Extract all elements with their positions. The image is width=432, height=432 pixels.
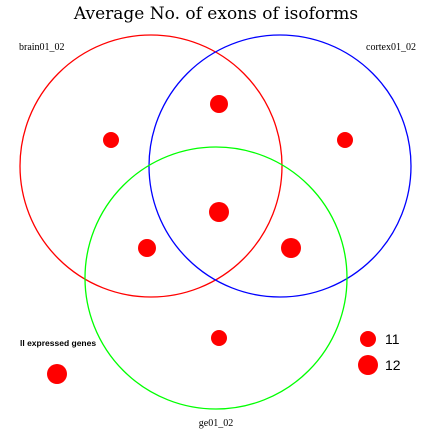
region-marker-brain01-02-ge01-02 <box>138 239 156 257</box>
set-circles <box>19 34 412 410</box>
region-marker-cortex01-02 <box>337 132 353 148</box>
set-circle-cortex01-02 <box>148 34 412 298</box>
region-marker-cortex01-02-ge01-02 <box>281 238 301 258</box>
other-genes-marker <box>47 364 67 384</box>
size-legend: 11 12 <box>358 331 401 375</box>
legend-dot-11 <box>360 331 376 347</box>
region-markers <box>103 95 353 346</box>
region-marker-brain01-02-cortex01-02 <box>210 95 228 113</box>
legend-dot-12 <box>358 355 378 375</box>
set-label-cortex01-02: cortex01_02 <box>366 42 416 53</box>
chart-title: Average No. of exons of isoforms <box>73 4 358 24</box>
set-circle-brain01-02 <box>19 34 283 298</box>
other-genes-label: ll expressed genes <box>20 338 96 348</box>
set-labels: brain01_02 cortex01_02 ge01_02 <box>19 42 416 429</box>
region-marker-brain01-02 <box>103 132 119 148</box>
set-circle-ge01-02 <box>84 146 348 410</box>
set-label-brain01-02: brain01_02 <box>19 42 65 53</box>
region-marker-ge01-02 <box>211 330 227 346</box>
legend-label-12: 12 <box>385 357 401 373</box>
legend-label-11: 11 <box>385 331 400 347</box>
region-marker-brain01-02-cortex01-02-ge01-02 <box>209 202 229 222</box>
set-label-ge01-02: ge01_02 <box>199 418 233 429</box>
